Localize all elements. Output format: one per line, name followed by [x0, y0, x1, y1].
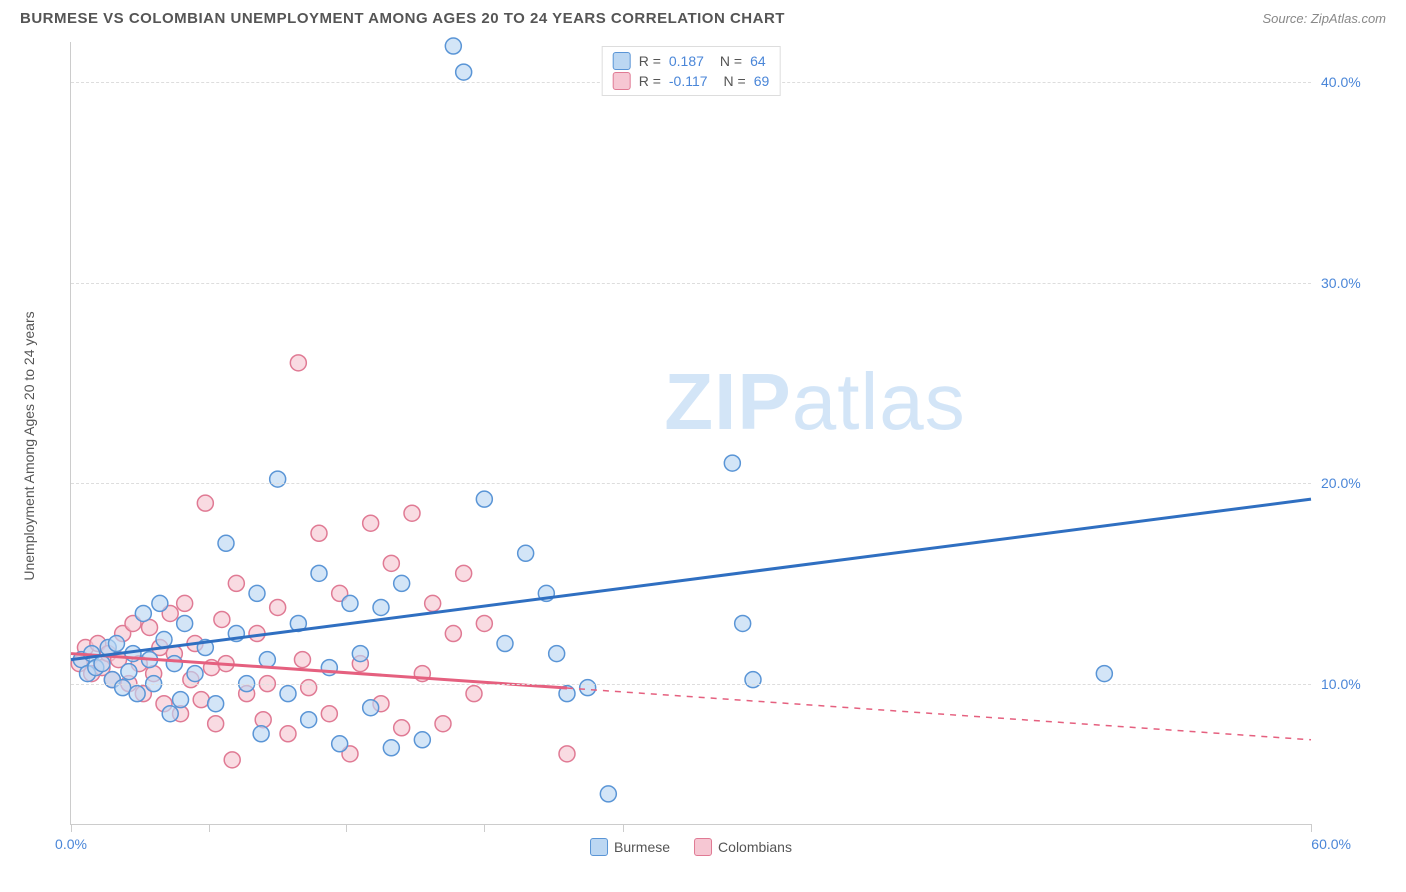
legend-label-burmese: Burmese	[614, 839, 670, 855]
y-tick-label: 20.0%	[1321, 475, 1381, 491]
n-label: N =	[720, 53, 742, 69]
legend-series: Burmese Colombians	[590, 838, 792, 856]
n-value-burmese: 64	[750, 53, 766, 69]
chart-container: Unemployment Among Ages 20 to 24 years Z…	[45, 42, 1386, 850]
legend-label-colombians: Colombians	[718, 839, 792, 855]
r-value-colombians: -0.117	[669, 73, 708, 89]
y-tick-label: 30.0%	[1321, 275, 1381, 291]
legend-stats-row-colombians: R = -0.117 N = 69	[613, 71, 770, 91]
r-value-burmese: 0.187	[669, 53, 704, 69]
y-tick-label: 10.0%	[1321, 676, 1381, 692]
swatch-colombians-icon	[694, 838, 712, 856]
legend-item-burmese: Burmese	[590, 838, 670, 856]
y-tick-label: 40.0%	[1321, 74, 1381, 90]
chart-source: Source: ZipAtlas.com	[1262, 11, 1386, 26]
r-label: R =	[639, 73, 661, 89]
plot-area: ZIPatlas R = 0.187 N = 64 R = -0.117 N =…	[70, 42, 1311, 825]
n-label: N =	[724, 73, 746, 89]
swatch-burmese-icon	[613, 52, 631, 70]
chart-title: BURMESE VS COLOMBIAN UNEMPLOYMENT AMONG …	[20, 10, 785, 27]
n-value-colombians: 69	[754, 73, 770, 89]
x-origin-label: 0.0%	[55, 836, 87, 852]
swatch-colombians-icon	[613, 72, 631, 90]
legend-stats-row-burmese: R = 0.187 N = 64	[613, 51, 770, 71]
legend-stats: R = 0.187 N = 64 R = -0.117 N = 69	[602, 46, 781, 96]
swatch-burmese-icon	[590, 838, 608, 856]
x-max-label: 60.0%	[1311, 836, 1351, 852]
legend-item-colombians: Colombians	[694, 838, 792, 856]
r-label: R =	[639, 53, 661, 69]
scatter-plot	[71, 42, 1311, 824]
y-axis-label: Unemployment Among Ages 20 to 24 years	[21, 311, 37, 580]
